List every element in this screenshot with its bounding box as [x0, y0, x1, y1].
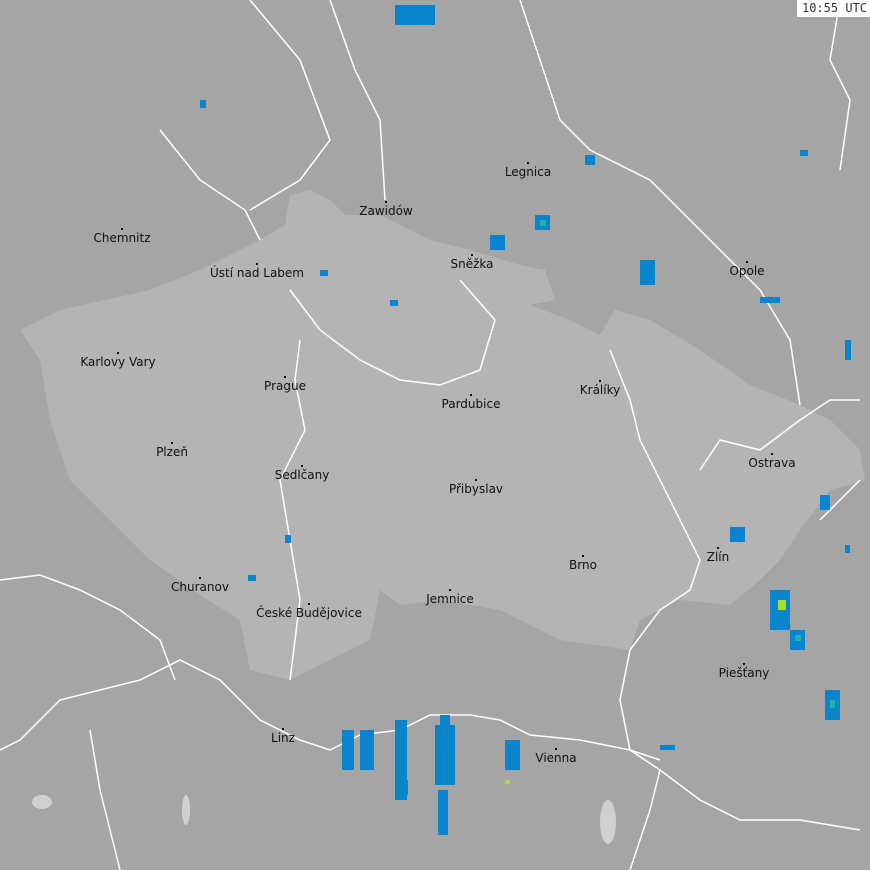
radar-echo — [820, 495, 830, 510]
radar-echo — [760, 297, 780, 303]
city-marker — [717, 547, 719, 549]
city-label: Zlín — [706, 550, 730, 564]
city-label: Linz — [271, 731, 295, 745]
city-label: Churanov — [171, 580, 229, 594]
radar-echo-intense — [795, 635, 801, 641]
city-label: Brno — [569, 558, 597, 572]
radar-echo — [320, 270, 328, 276]
radar-echo — [342, 730, 354, 770]
radar-echo — [845, 340, 851, 360]
radar-echo — [395, 5, 435, 25]
radar-echo — [438, 790, 448, 835]
city-marker — [555, 748, 557, 750]
city-marker — [282, 728, 284, 730]
city-marker — [599, 380, 601, 382]
city-marker — [475, 479, 477, 481]
radar-echo — [390, 300, 398, 306]
city-marker — [582, 555, 584, 557]
city-marker — [284, 376, 286, 378]
radar-echo — [730, 527, 745, 542]
city-marker — [121, 228, 123, 230]
radar-echo — [505, 740, 520, 770]
city-marker — [743, 663, 745, 665]
radar-echo — [400, 780, 408, 795]
city-marker — [199, 577, 201, 579]
city-marker — [527, 162, 529, 164]
city-marker — [117, 352, 119, 354]
city-marker — [171, 442, 173, 444]
city-label: Opole — [729, 264, 765, 278]
radar-echo — [490, 235, 505, 250]
city-label: Legnica — [504, 165, 552, 179]
city-marker — [470, 394, 472, 396]
city-label: Karlovy Vary — [80, 355, 156, 369]
city-label: Prague — [264, 379, 306, 393]
city-label: Králíky — [579, 383, 621, 397]
radar-echo — [440, 715, 450, 725]
city-label: Piešťany — [718, 666, 770, 680]
city-label: České Budějovice — [256, 606, 362, 620]
radar-echo — [800, 150, 808, 156]
radar-echo — [845, 545, 850, 553]
city-label: Ostrava — [748, 456, 796, 470]
timestamp: 10:55 UTC — [796, 0, 870, 17]
radar-echo — [285, 535, 291, 543]
czech-republic-area — [20, 190, 865, 680]
radar-echo — [660, 745, 675, 750]
city-label: Plzeň — [156, 445, 188, 459]
city-marker — [301, 465, 303, 467]
city-marker — [308, 603, 310, 605]
city-label: Chemnitz — [93, 231, 151, 245]
city-label: Pardubice — [441, 397, 501, 411]
radar-echo — [435, 725, 455, 785]
city-label: Sněžka — [450, 257, 494, 271]
city-label: Přibyslav — [448, 482, 504, 496]
radar-echo — [200, 100, 206, 108]
city-label: Sedlčany — [274, 468, 330, 482]
lakes — [32, 795, 616, 844]
radar-echo — [640, 260, 655, 285]
city-label: Jemnice — [426, 592, 474, 606]
radar-echo — [248, 575, 256, 581]
city-label: Ústí nad Labem — [209, 266, 305, 280]
radar-echo-intense — [830, 700, 835, 708]
radar-echo-intense — [505, 780, 510, 784]
city-marker — [746, 261, 748, 263]
city-marker — [385, 201, 387, 203]
city-label: Vienna — [535, 751, 577, 765]
radar-echo-intense — [540, 220, 546, 226]
city-marker — [256, 263, 258, 265]
city-marker — [471, 254, 473, 256]
radar-echo-intense — [778, 600, 786, 610]
radar-echo — [585, 155, 595, 165]
radar-echo — [360, 730, 374, 770]
city-marker — [449, 589, 451, 591]
city-marker — [771, 453, 773, 455]
city-label: Zawidów — [359, 204, 413, 218]
radar-echoes — [200, 5, 851, 835]
